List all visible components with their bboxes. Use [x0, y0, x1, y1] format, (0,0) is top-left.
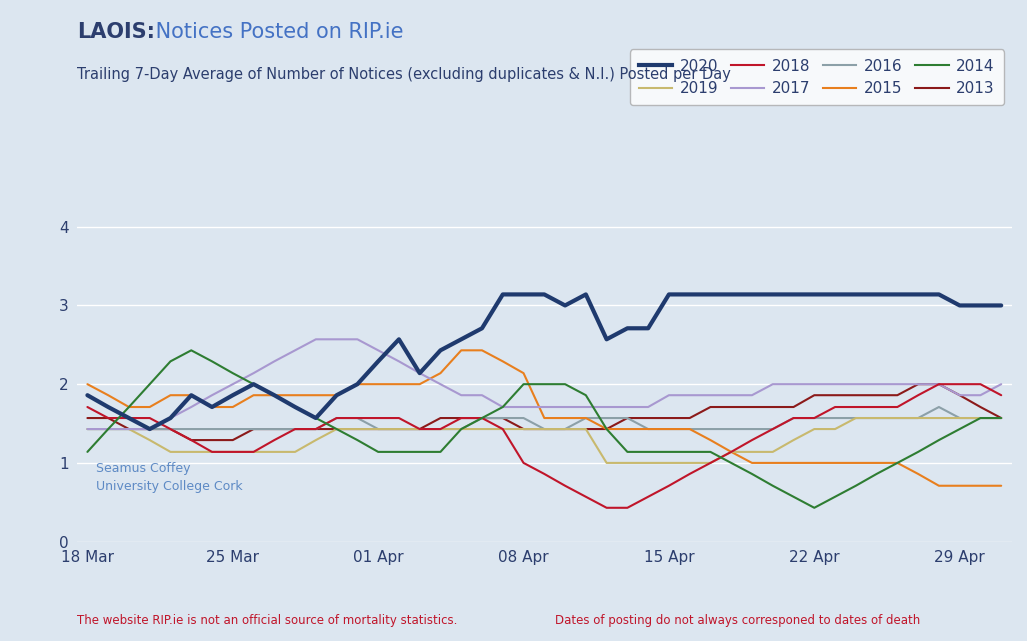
Legend: 2020, 2019, 2018, 2017, 2016, 2015, 2014, 2013: 2020, 2019, 2018, 2017, 2016, 2015, 2014…: [630, 49, 1004, 106]
Text: The website RIP.ie is not an official source of mortality statistics.: The website RIP.ie is not an official so…: [77, 614, 457, 627]
Text: Dates of posting do not always corresponed to dates of death: Dates of posting do not always correspon…: [555, 614, 920, 627]
Text: Trailing 7-Day Average of Number of Notices (excluding duplicates & N.I.) Posted: Trailing 7-Day Average of Number of Noti…: [77, 67, 731, 82]
Text: Seamus Coffey
University College Cork: Seamus Coffey University College Cork: [96, 462, 242, 493]
Text: LAOIS:: LAOIS:: [77, 22, 155, 42]
Text: Notices Posted on RIP.ie: Notices Posted on RIP.ie: [149, 22, 404, 42]
